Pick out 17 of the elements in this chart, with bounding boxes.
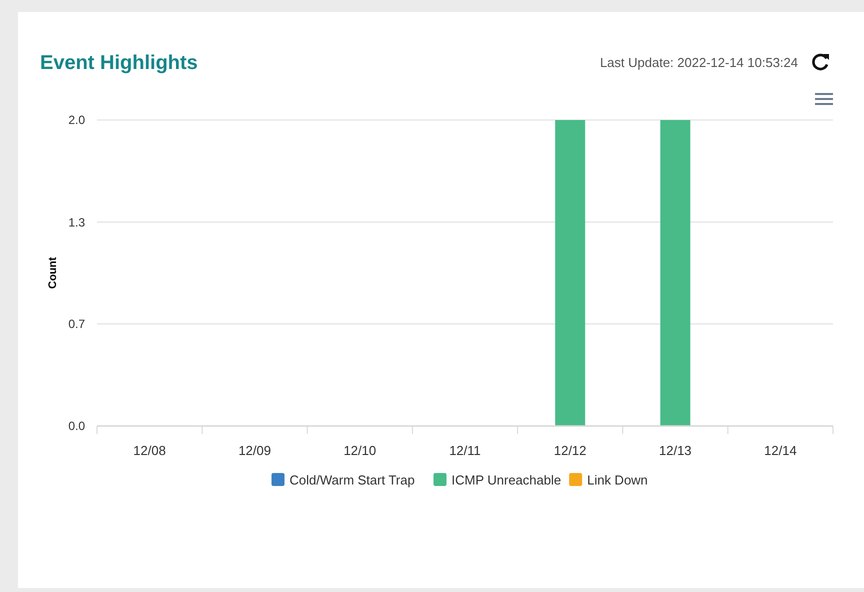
legend-label: ICMP Unreachable [452, 472, 562, 488]
y-tick-label: 2.0 [68, 113, 86, 128]
x-tick-label: 12/11 [449, 443, 481, 458]
legend-label: Link Down [587, 472, 648, 488]
y-axis-title: Count [47, 256, 59, 289]
legend-label: Cold/Warm Start Trap [290, 472, 415, 488]
y-tick-label: 0.0 [68, 419, 86, 434]
y-tick-label: 0.7 [68, 317, 86, 332]
x-tick-label: 12/14 [764, 443, 797, 458]
text: Last Update: 2022-12-14 10:53:24 [600, 55, 798, 70]
x-tick-label: 12/13 [659, 443, 692, 458]
x-tick-label: 12/12 [554, 443, 586, 458]
y-tick-label: 1.3 [68, 215, 86, 230]
chart-title: Event Highlights [40, 52, 198, 74]
x-tick-label: 12/09 [238, 443, 271, 458]
x-tick-label: 12/08 [133, 443, 166, 458]
x-tick-label: 12/10 [344, 443, 376, 458]
